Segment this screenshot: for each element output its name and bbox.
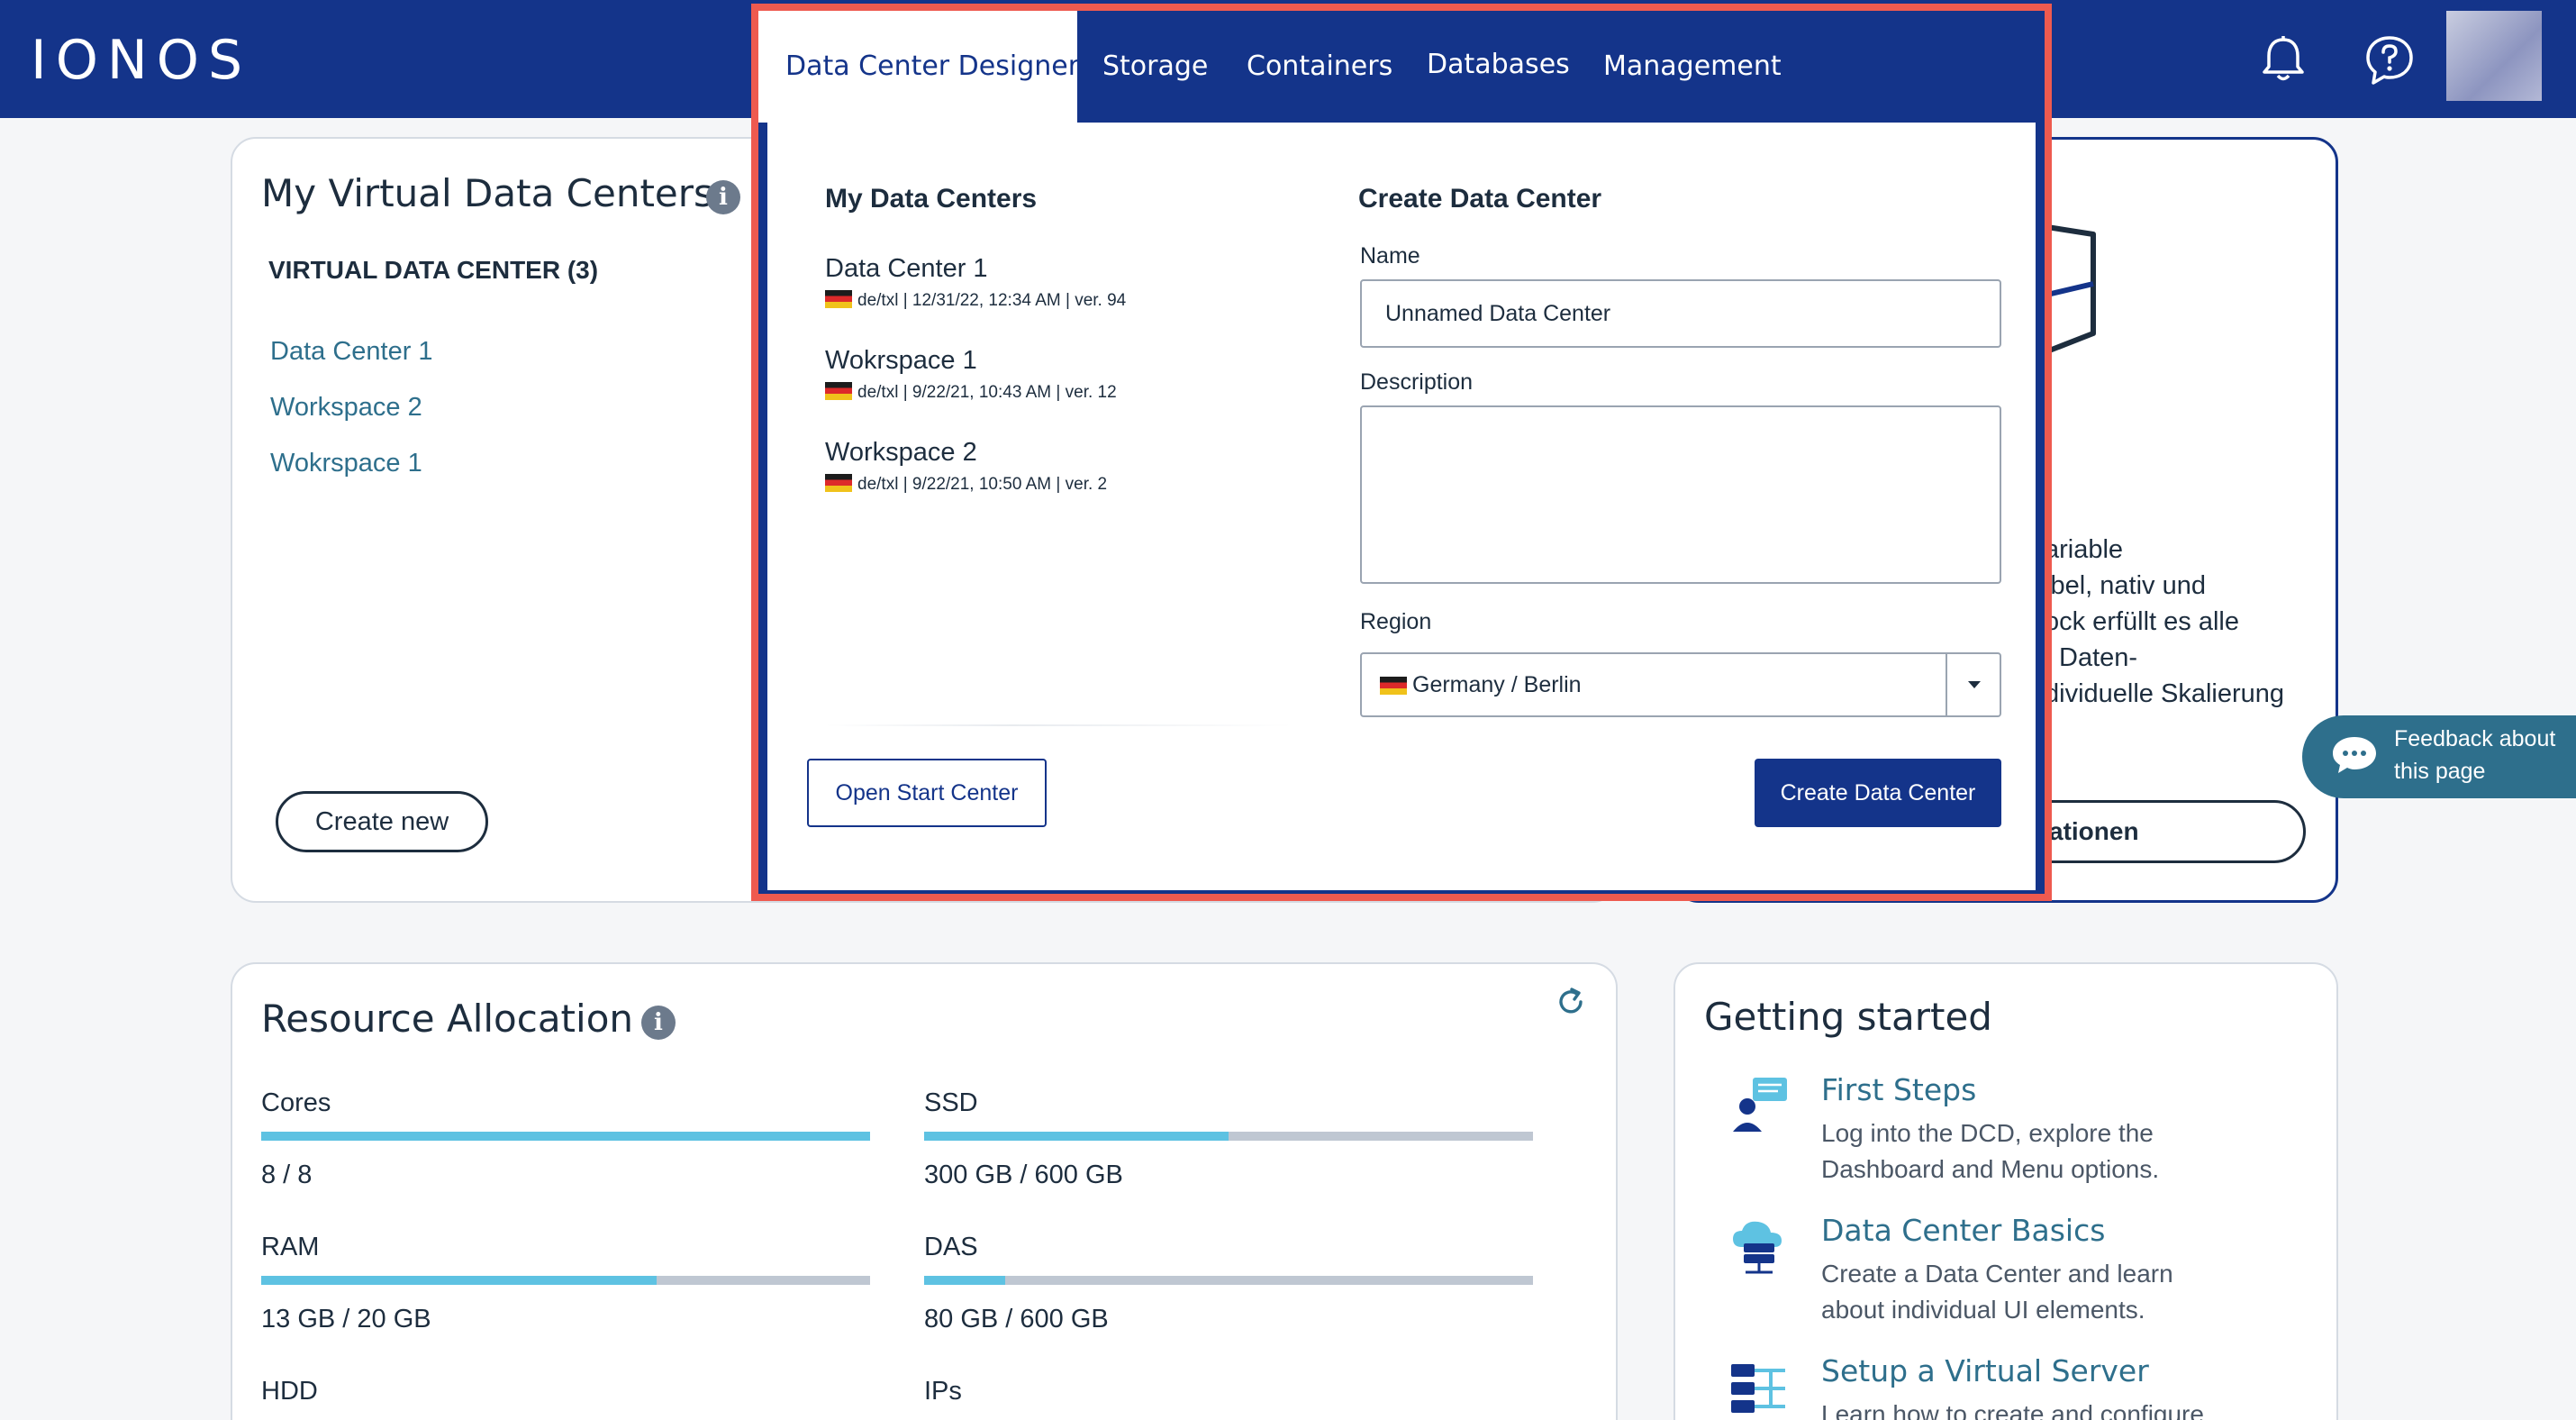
dc-entry-name[interactable]: Data Center 1	[825, 254, 988, 283]
resource-label-cores: Cores	[261, 1088, 331, 1117]
resource-value-das: 80 GB / 600 GB	[924, 1305, 1109, 1334]
gs-first-steps-line-2: Dashboard and Menu options.	[1821, 1155, 2160, 1183]
resource-value-cores: 8 / 8	[261, 1161, 313, 1189]
resource-bar-ram	[261, 1276, 870, 1285]
vdc-link-wokrspace-1[interactable]: Wokrspace 1	[270, 449, 422, 478]
gs-dc-basics-line-2: about individual UI elements.	[1821, 1296, 2145, 1324]
gs-setup-virtual-server-link[interactable]: Setup a Virtual Server	[1821, 1353, 2149, 1388]
gs-dc-basics-line-1: Create a Data Center and learn	[1821, 1260, 2173, 1288]
menu-content-panel: My Data Centers Data Center 1 de/txl | 1…	[767, 123, 2036, 890]
germany-flag-icon	[825, 382, 852, 400]
help-chat-icon[interactable]	[2362, 32, 2417, 88]
promo-text-line-1: ariable	[2045, 535, 2124, 564]
my-data-centers-heading: My Data Centers	[825, 184, 1038, 214]
gs-first-steps-line-1: Log into the DCD, explore the	[1821, 1119, 2154, 1147]
resource-label-hdd: HDD	[261, 1377, 318, 1406]
feedback-line-2: this page	[2394, 759, 2486, 784]
promo-text-line-3: ock erfüllt es alle	[2045, 607, 2239, 636]
resource-allocation-card	[231, 962, 1618, 1420]
create-data-center-button[interactable]: Create Data Center	[1755, 759, 2001, 827]
tab-management[interactable]: Management	[1603, 50, 1782, 82]
first-steps-icon	[1733, 1078, 1787, 1132]
germany-flag-icon	[825, 474, 852, 492]
getting-started-card	[1673, 962, 2338, 1420]
dc-entry-name[interactable]: Workspace 2	[825, 438, 977, 467]
gs-first-steps-link[interactable]: First Steps	[1821, 1072, 1977, 1107]
data-center-designer-menu: Data Center Designer Storage Containers …	[751, 4, 2052, 901]
dc-entry-meta: de/txl | 12/31/22, 12:34 AM | ver. 94	[825, 290, 1126, 311]
resource-label-das: DAS	[924, 1233, 978, 1261]
dc-entry-name[interactable]: Wokrspace 1	[825, 346, 977, 375]
create-data-center-heading: Create Data Center	[1358, 184, 1602, 214]
chevron-down-icon	[1968, 681, 1981, 688]
description-textarea[interactable]	[1360, 405, 2001, 584]
virtual-server-icon	[1731, 1364, 1785, 1413]
vdc-card-title: My Virtual Data Centers	[261, 171, 713, 215]
refresh-icon[interactable]	[1555, 986, 1587, 1018]
name-label: Name	[1360, 243, 1420, 269]
vdc-link-data-center-1[interactable]: Data Center 1	[270, 337, 433, 366]
feedback-line-1: Feedback about	[2394, 726, 2556, 751]
gs-setup-server-line-1: Learn how to create and configure	[1821, 1400, 2204, 1420]
feedback-tab[interactable]: Feedback about this page	[2302, 715, 2576, 798]
tab-containers[interactable]: Containers	[1247, 50, 1393, 82]
region-dropdown-toggle[interactable]	[1946, 654, 2000, 715]
germany-flag-icon	[825, 290, 852, 308]
region-label: Region	[1360, 609, 1432, 634]
getting-started-title: Getting started	[1704, 995, 1992, 1039]
resource-label-ips: IPs	[924, 1377, 962, 1406]
region-selected-value: Germany / Berlin	[1380, 654, 1582, 715]
resource-bar-das	[924, 1276, 1533, 1285]
gs-data-center-basics-link[interactable]: Data Center Basics	[1821, 1213, 2106, 1248]
resource-card-title: Resource Allocation	[261, 997, 634, 1041]
description-label: Description	[1360, 369, 1474, 395]
user-avatar[interactable]	[2446, 11, 2542, 101]
promo-text-line-5: dividuelle Skalierung	[2045, 679, 2284, 708]
chat-bubble-icon	[2333, 737, 2376, 773]
promo-text-line-2: ibel, nativ und	[2045, 571, 2206, 600]
resource-label-ssd: SSD	[924, 1088, 978, 1117]
cloud-server-icon	[1733, 1221, 1782, 1274]
promo-text-line-4: Daten-	[2059, 643, 2138, 672]
open-start-center-button[interactable]: Open Start Center	[807, 759, 1047, 827]
list-divider	[825, 724, 1293, 726]
resource-bar-ssd	[924, 1132, 1533, 1141]
dc-entry-meta: de/txl | 9/22/21, 10:50 AM | ver. 2	[825, 474, 1107, 495]
vdc-link-workspace-2[interactable]: Workspace 2	[270, 393, 422, 422]
resource-label-ram: RAM	[261, 1233, 320, 1261]
resource-value-ssd: 300 GB / 600 GB	[924, 1161, 1123, 1189]
resource-value-ram: 13 GB / 20 GB	[261, 1305, 431, 1334]
resource-info-icon[interactable]: i	[641, 1006, 676, 1040]
name-input[interactable]	[1360, 279, 2001, 348]
tab-data-center-designer[interactable]: Data Center Designer	[758, 11, 1079, 123]
tab-storage[interactable]: Storage	[1102, 50, 1209, 82]
bell-icon[interactable]	[2255, 32, 2311, 88]
region-select[interactable]: Germany / Berlin	[1360, 652, 2001, 717]
dc-entry-meta: de/txl | 9/22/21, 10:43 AM | ver. 12	[825, 382, 1117, 403]
resource-bar-cores	[261, 1132, 870, 1141]
germany-flag-icon	[1380, 677, 1407, 695]
ionos-logo[interactable]: IONOS	[31, 29, 252, 92]
info-icon[interactable]: i	[706, 180, 740, 214]
vdc-count-heading: VIRTUAL DATA CENTER (3)	[268, 256, 599, 284]
tab-databases[interactable]: Databases	[1427, 49, 1570, 80]
create-new-button[interactable]: Create new	[276, 791, 488, 852]
